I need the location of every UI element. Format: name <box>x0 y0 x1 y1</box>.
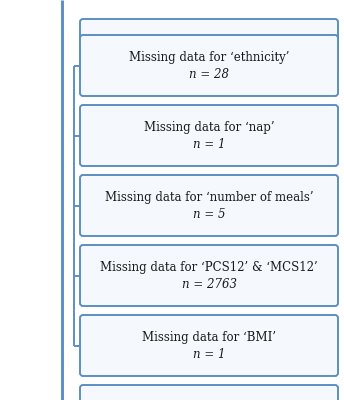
Text: n = 1: n = 1 <box>193 138 225 151</box>
Text: n = 28: n = 28 <box>189 68 229 81</box>
Text: n = 1: n = 1 <box>193 348 225 361</box>
Text: Missing data for ‘number of meals’: Missing data for ‘number of meals’ <box>105 191 313 204</box>
FancyBboxPatch shape <box>80 385 338 400</box>
FancyBboxPatch shape <box>80 175 338 236</box>
FancyBboxPatch shape <box>80 19 338 80</box>
FancyBboxPatch shape <box>80 35 338 96</box>
FancyBboxPatch shape <box>80 245 338 306</box>
Text: Missing data for ‘PCS12’ & ‘MCS12’: Missing data for ‘PCS12’ & ‘MCS12’ <box>100 261 318 274</box>
Text: Missing data for ‘BMI’: Missing data for ‘BMI’ <box>142 331 276 344</box>
Text: Missing data for ‘nap’: Missing data for ‘nap’ <box>144 121 274 134</box>
Text: n = 5: n = 5 <box>193 208 225 221</box>
Text: n = 2763: n = 2763 <box>182 278 237 291</box>
FancyBboxPatch shape <box>80 315 338 376</box>
FancyBboxPatch shape <box>80 105 338 166</box>
Text: Missing data for ‘ethnicity’: Missing data for ‘ethnicity’ <box>129 51 289 64</box>
